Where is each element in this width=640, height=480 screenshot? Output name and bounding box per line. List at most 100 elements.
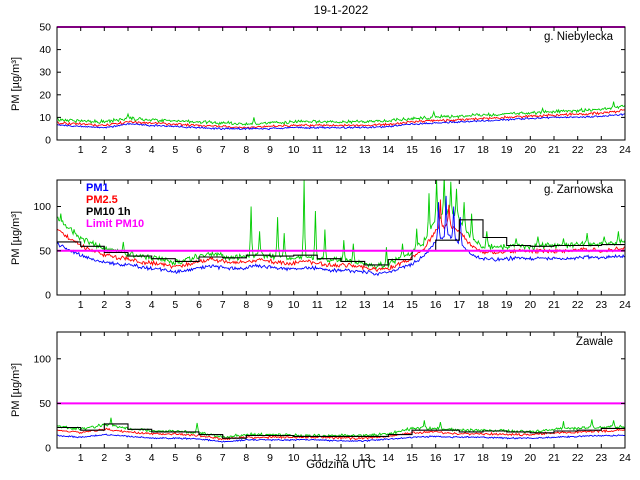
station-label-zarnowska: g. Zarnowska bbox=[543, 184, 613, 196]
x-tick-label: 17 bbox=[453, 452, 465, 464]
x-tick-label: 13 bbox=[359, 299, 371, 311]
x-tick-label: 7 bbox=[220, 299, 226, 311]
y-tick-label: 30 bbox=[39, 67, 51, 79]
pm1-line-panel-0 bbox=[57, 113, 625, 131]
pm10-1h-step-line-panel-2 bbox=[57, 423, 625, 439]
x-tick-label: 1 bbox=[78, 299, 84, 311]
x-tick-label: 1 bbox=[78, 144, 84, 156]
x-tick-label: 21 bbox=[548, 144, 560, 156]
x-tick-label: 22 bbox=[572, 452, 584, 464]
x-tick-label: 4 bbox=[149, 299, 155, 311]
x-tick-label: 1 bbox=[78, 452, 84, 464]
x-tick-label: 18 bbox=[477, 299, 489, 311]
x-tick-label: 19 bbox=[501, 299, 513, 311]
x-tick-label: 6 bbox=[196, 452, 202, 464]
pm10-line-panel-0 bbox=[57, 101, 625, 126]
x-tick-label: 3 bbox=[125, 144, 131, 156]
x-tick-label: 12 bbox=[335, 144, 347, 156]
y-tick-label: 50 bbox=[39, 22, 51, 34]
x-tick-label: 11 bbox=[312, 144, 323, 156]
y-tick-label: 10 bbox=[39, 112, 51, 124]
x-tick-label: 11 bbox=[312, 299, 323, 311]
y-tick-label: 50 bbox=[39, 245, 51, 257]
pm1-line-panel-2 bbox=[57, 433, 625, 443]
y-tick-label: 0 bbox=[45, 290, 51, 302]
x-tick-label: 24 bbox=[619, 452, 631, 464]
legend: PM1 PM2.5 PM10 1h Limit PM10 bbox=[86, 182, 144, 230]
x-tick-label: 21 bbox=[548, 452, 560, 464]
x-tick-label: 24 bbox=[619, 299, 631, 311]
y-axis-label-panel-3: PM [µg/m³] bbox=[10, 362, 22, 418]
legend-entry-pm10-1h: PM10 1h bbox=[86, 206, 131, 218]
x-tick-label: 22 bbox=[572, 299, 584, 311]
x-tick-label: 16 bbox=[430, 452, 442, 464]
x-tick-label: 5 bbox=[172, 452, 178, 464]
y-axis-label-panel-1: PM [µg/m³] bbox=[10, 56, 22, 112]
y-tick-label: 0 bbox=[45, 135, 51, 147]
x-tick-label: 10 bbox=[288, 144, 300, 156]
pm10-line-panel-2 bbox=[57, 417, 625, 439]
x-tick-label: 19 bbox=[501, 452, 513, 464]
pm1-line-panel-1 bbox=[57, 195, 625, 277]
y-tick-label: 0 bbox=[45, 443, 51, 455]
x-tick-label: 5 bbox=[172, 299, 178, 311]
x-tick-label: 15 bbox=[406, 452, 418, 464]
chart-title: 19-1-2022 bbox=[313, 3, 369, 17]
legend-entry-pm1: PM1 bbox=[86, 182, 109, 194]
x-tick-label: 2 bbox=[101, 144, 107, 156]
x-tick-label: 4 bbox=[149, 144, 155, 156]
x-tick-label: 13 bbox=[359, 144, 371, 156]
x-tick-label: 24 bbox=[619, 144, 631, 156]
x-tick-label: 3 bbox=[125, 299, 131, 311]
x-tick-label: 9 bbox=[267, 452, 273, 464]
x-tick-label: 12 bbox=[335, 299, 347, 311]
pm25-line-panel-0 bbox=[57, 108, 625, 130]
x-tick-label: 21 bbox=[548, 299, 560, 311]
x-tick-label: 17 bbox=[453, 299, 465, 311]
legend-entry-limit: Limit PM10 bbox=[86, 218, 145, 230]
y-tick-label: 100 bbox=[33, 201, 51, 213]
y-tick-label: 20 bbox=[39, 89, 51, 101]
x-tick-label: 8 bbox=[243, 144, 249, 156]
x-tick-label: 4 bbox=[149, 452, 155, 464]
x-tick-label: 6 bbox=[196, 299, 202, 311]
x-tick-label: 6 bbox=[196, 144, 202, 156]
x-tick-label: 8 bbox=[243, 452, 249, 464]
x-tick-label: 20 bbox=[524, 144, 536, 156]
x-tick-label: 20 bbox=[524, 452, 536, 464]
x-tick-label: 10 bbox=[288, 299, 300, 311]
x-tick-label: 13 bbox=[359, 452, 371, 464]
x-tick-label: 16 bbox=[430, 144, 442, 156]
y-tick-label: 100 bbox=[33, 353, 51, 365]
x-tick-label: 15 bbox=[406, 144, 418, 156]
station-label-niebylecka: g. Niebylecka bbox=[543, 31, 613, 43]
x-tick-label: 9 bbox=[267, 144, 273, 156]
x-tick-label: 3 bbox=[125, 452, 131, 464]
x-tick-label: 14 bbox=[382, 452, 394, 464]
x-tick-label: 8 bbox=[243, 299, 249, 311]
y-axis-label-panel-2: PM [µg/m³] bbox=[10, 210, 22, 266]
x-tick-label: 23 bbox=[595, 452, 607, 464]
y-tick-label: 40 bbox=[39, 44, 51, 56]
x-tick-label: 2 bbox=[101, 452, 107, 464]
x-tick-label: 16 bbox=[430, 299, 442, 311]
x-tick-label: 11 bbox=[312, 452, 323, 464]
panel-0-series-group bbox=[57, 101, 625, 131]
x-tick-label: 19 bbox=[501, 144, 513, 156]
x-tick-label: 2 bbox=[101, 299, 107, 311]
panel-2-series-group bbox=[57, 417, 625, 443]
y-tick-label: 50 bbox=[39, 398, 51, 410]
x-tick-label: 9 bbox=[267, 299, 273, 311]
x-tick-label: 20 bbox=[524, 299, 536, 311]
x-tick-label: 7 bbox=[220, 452, 226, 464]
x-tick-label: 14 bbox=[382, 299, 394, 311]
pm10-1h-step-line-panel-1 bbox=[57, 219, 625, 266]
x-tick-label: 23 bbox=[595, 299, 607, 311]
x-tick-label: 23 bbox=[595, 144, 607, 156]
legend-entry-pm25: PM2.5 bbox=[86, 194, 118, 206]
x-tick-label: 17 bbox=[453, 144, 465, 156]
x-tick-label: 18 bbox=[477, 144, 489, 156]
x-tick-label: 7 bbox=[220, 144, 226, 156]
